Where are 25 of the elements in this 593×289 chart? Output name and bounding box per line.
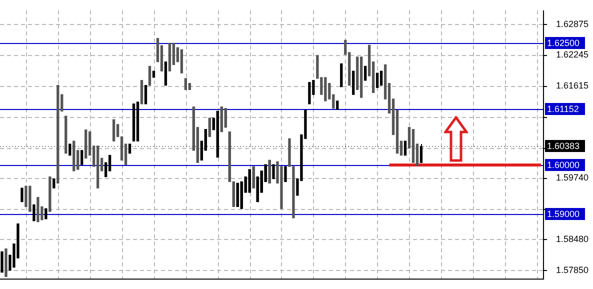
y-tick-label: 1.58480 — [556, 234, 589, 244]
candlestick — [100, 158, 104, 172]
y-tick-label: 1.62875 — [556, 18, 589, 29]
candlestick — [144, 84, 148, 104]
candlestick — [376, 72, 379, 88]
y-tick-label: 1.62245 — [556, 50, 589, 60]
candlestick — [44, 208, 48, 220]
candlestick — [404, 140, 407, 156]
candlestick — [220, 106, 223, 132]
candlestick — [148, 66, 152, 86]
y-tick-label: 1.59740 — [556, 172, 589, 182]
candlestick — [128, 144, 132, 154]
ref-line-label: 1.60383 — [547, 140, 580, 151]
ref-line-label: 1.59000 — [547, 208, 580, 219]
candlestick — [224, 108, 227, 128]
y-tick-label: 1.61615 — [556, 80, 589, 90]
candlestick — [380, 70, 383, 86]
y-tick-label: 1.57850 — [556, 264, 589, 275]
candlestick — [164, 61, 168, 86]
candlestick — [108, 154, 112, 172]
ref-line-label: 1.61152 — [547, 104, 579, 114]
candlestick — [152, 70, 156, 78]
candlestick — [216, 110, 219, 158]
ref-line-label: 1.60000 — [547, 160, 580, 170]
ref-line-label: 1.62500 — [547, 38, 580, 48]
